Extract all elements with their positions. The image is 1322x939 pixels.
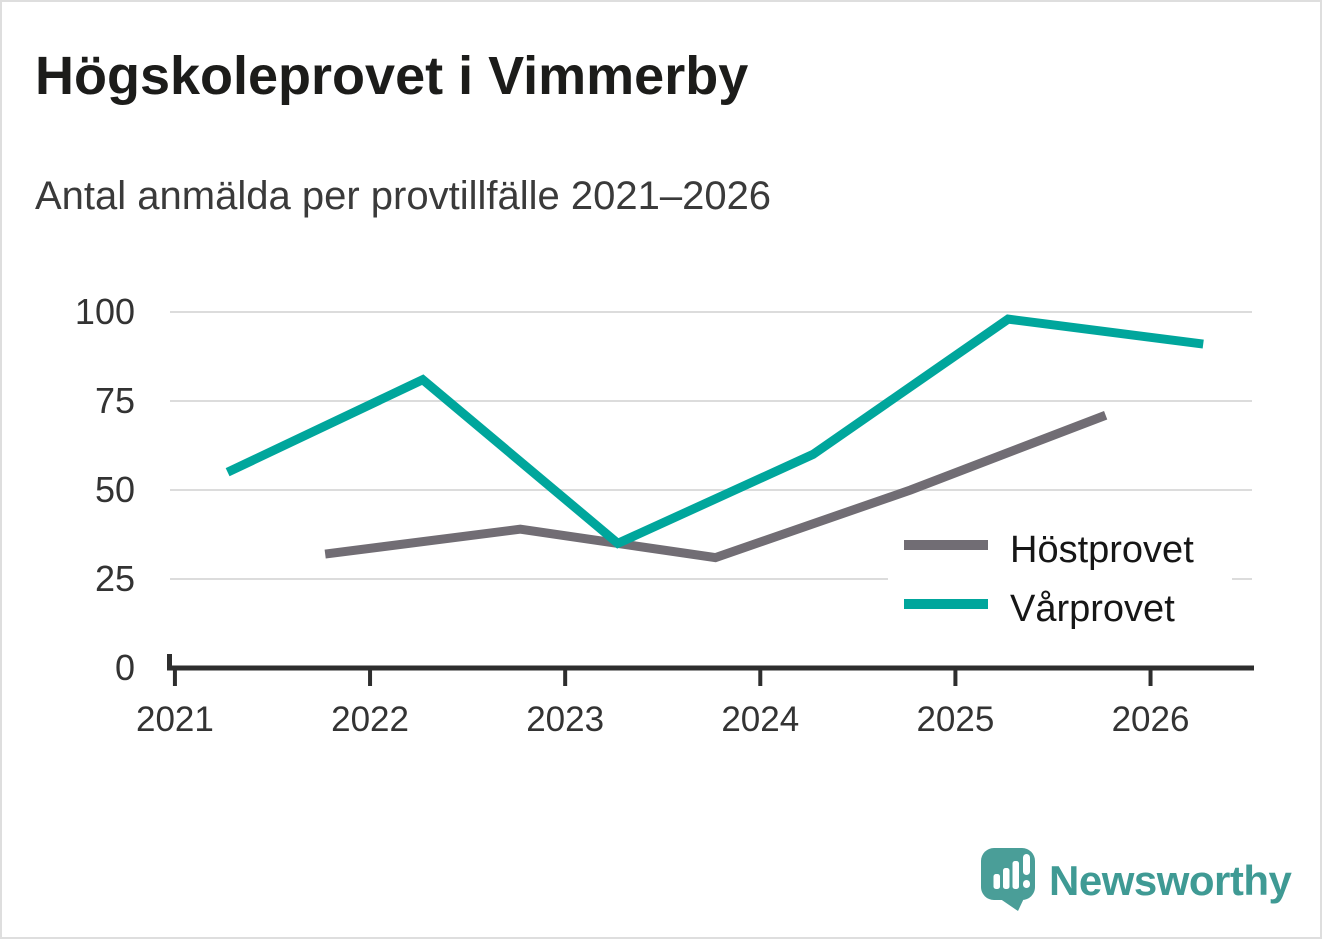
legend: Höstprovet Vårprovet — [888, 516, 1232, 638]
y-tick-label-75: 75 — [95, 380, 135, 421]
logo-bar-3 — [1012, 861, 1019, 889]
y-tick-label-25: 25 — [95, 558, 135, 599]
logo-bar-1 — [993, 874, 1000, 889]
y-tick-label-0: 0 — [115, 647, 135, 688]
logo-exclamation-dot — [1023, 880, 1030, 888]
legend-swatch-hostprovet — [904, 540, 988, 550]
data-series-layer — [225, 314, 1204, 563]
x-axis-layer: 2021 2022 2023 2024 2025 2026 — [136, 654, 1254, 739]
speech-bubble-chart-icon — [981, 848, 1035, 911]
gridlines-layer: 0 25 50 75 100 — [75, 291, 1252, 688]
page-title: Högskoleprovet i Vimmerby — [35, 46, 748, 106]
y-tick-label-50: 50 — [95, 469, 135, 510]
series-line-0 — [324, 411, 1108, 563]
x-tick-label-2026: 2026 — [1112, 700, 1190, 739]
x-tick-label-2023: 2023 — [526, 700, 604, 739]
y-tick-label-100: 100 — [75, 291, 135, 332]
logo-bubble-tail — [996, 894, 1026, 911]
brand-wordmark: Newsworthy — [1049, 857, 1293, 904]
x-tick-label-2022: 2022 — [331, 700, 409, 739]
page-subtitle: Antal anmälda per provtillfälle 2021–202… — [35, 174, 771, 218]
logo-exclamation-stem — [1023, 854, 1030, 875]
x-tick-label-2021: 2021 — [136, 700, 214, 739]
logo-bar-2 — [1003, 868, 1010, 889]
legend-background — [888, 516, 1232, 638]
series-line-1 — [225, 314, 1204, 549]
legend-swatch-varprovet — [904, 599, 988, 609]
x-tick-label-2024: 2024 — [721, 700, 799, 739]
legend-label-hostprovet: Höstprovet — [1010, 529, 1194, 571]
legend-label-varprovet: Vårprovet — [1010, 588, 1175, 630]
newsworthy-logo: Newsworthy — [981, 848, 1293, 911]
x-tick-label-2025: 2025 — [916, 700, 994, 739]
